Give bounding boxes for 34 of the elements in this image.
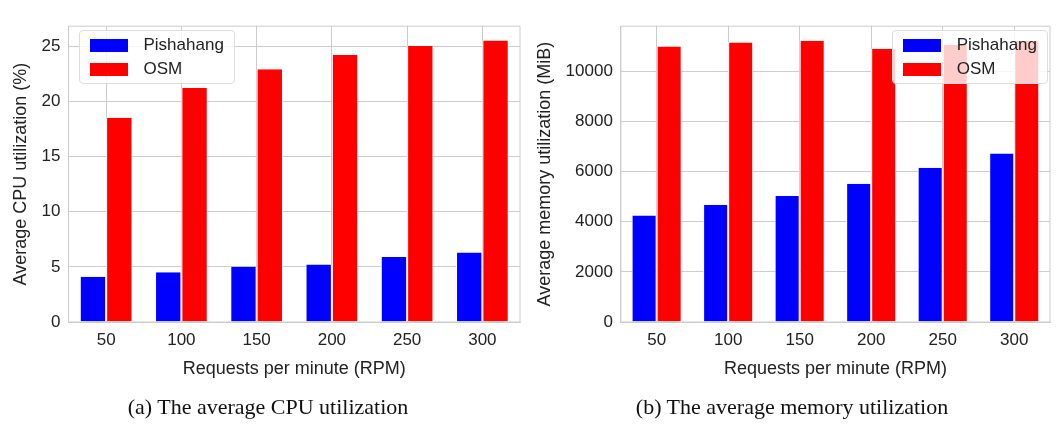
legend-label: Pishahang	[143, 34, 224, 57]
x-tick-label: 100	[713, 329, 743, 349]
y-tick-label: 0	[51, 311, 61, 331]
x-tick-label: 300	[1000, 329, 1029, 349]
y-axis-title: Average memory utilization (MiB)	[533, 41, 554, 307]
y-tick-label: 8000	[575, 111, 613, 131]
legend-label: Pishahang	[956, 34, 1037, 57]
text: (a) The average CPU utilization	[126, 394, 410, 420]
x-axis-title: Requests per minute (RPM)	[723, 358, 947, 379]
y-tick-label: 6000	[575, 161, 613, 181]
text: (b) The average memory utilization	[634, 394, 950, 420]
y-tick-label: 10000	[565, 61, 613, 81]
x-tick-label: 50	[96, 329, 116, 349]
x-tick-label: 200	[317, 329, 347, 349]
x-tick-label: 200	[857, 329, 886, 349]
y-tick-label: 5	[51, 256, 61, 276]
y-tick-label: 4000	[575, 211, 613, 231]
x-tick-label: 300	[468, 329, 497, 349]
y-tick-label: 10	[41, 201, 61, 221]
x-tick-label: 150	[242, 329, 271, 349]
y-tick-label: 0	[603, 311, 613, 331]
y-tick-label: 25	[41, 35, 61, 55]
x-tick-label: 250	[392, 329, 422, 349]
x-tick-label: 50	[647, 329, 667, 349]
y-tick-label: 2000	[575, 261, 613, 281]
legend-label: OSM	[143, 58, 183, 81]
y-axis-title: Average CPU utilization (%)	[9, 62, 30, 286]
legend-label: OSM	[956, 58, 996, 81]
x-tick-label: 100	[167, 329, 196, 349]
x-axis-title: Requests per minute (RPM)	[182, 358, 406, 379]
y-tick-label: 15	[41, 146, 61, 166]
x-tick-label: 250	[928, 329, 957, 349]
y-tick-label: 20	[41, 90, 61, 110]
x-tick-label: 150	[785, 329, 814, 349]
